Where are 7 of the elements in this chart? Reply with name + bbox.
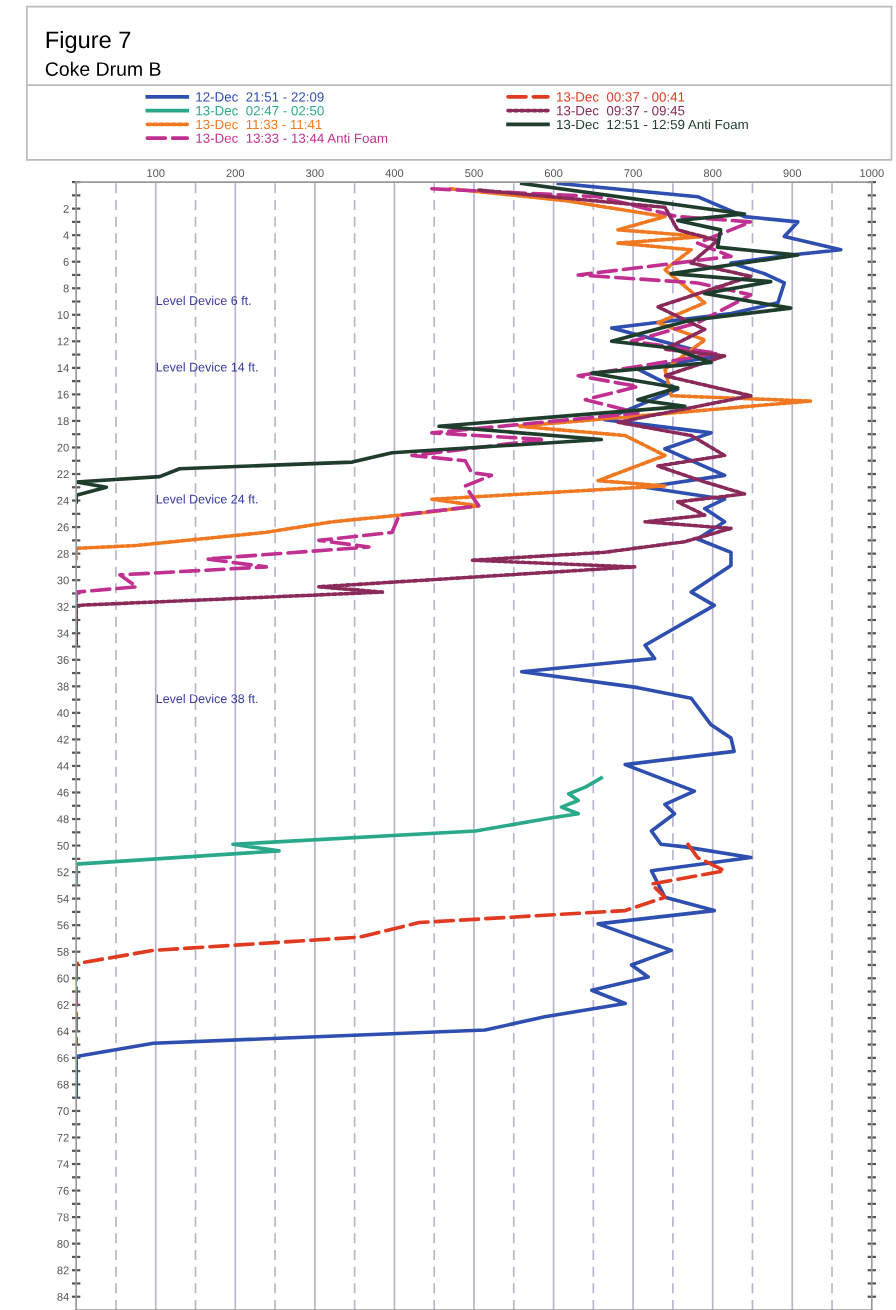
line-series [76,182,800,504]
line-series [76,182,843,1099]
line-series [76,776,604,886]
line-series [76,842,727,1046]
chart-subtitle: Coke Drum B [45,61,161,76]
line-series [76,186,813,561]
chart-title: Figure 7 [46,30,131,53]
